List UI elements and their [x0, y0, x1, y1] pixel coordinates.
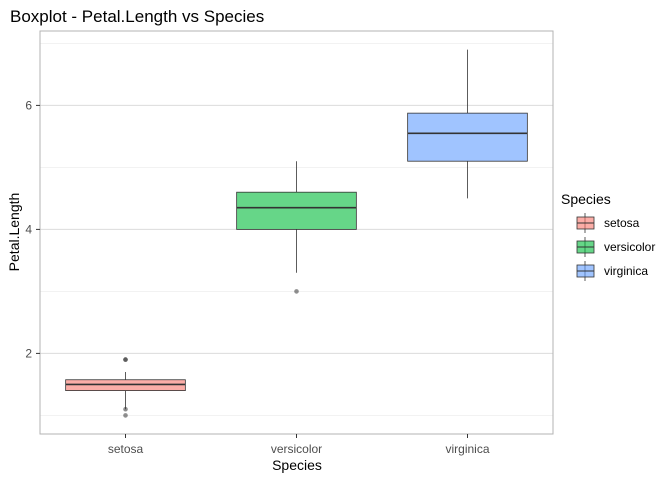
outlier-point	[123, 357, 128, 362]
x-axis-ticks: setosa versicolor virginica	[108, 434, 490, 456]
legend-label: virginica	[604, 264, 648, 278]
box-versicolor	[236, 191, 357, 230]
y-tick-label: 2	[25, 346, 32, 360]
legend-title: Species	[561, 191, 611, 207]
outlier-point	[123, 406, 128, 412]
legend-item-versicolor: versicolor	[576, 237, 655, 257]
plot-boxes	[65, 49, 528, 418]
y-axis-ticks: 2 4 6	[25, 98, 40, 360]
legend-item-setosa: setosa	[576, 213, 640, 233]
y-axis-title: Petal.Length	[6, 193, 22, 272]
legend-label: setosa	[604, 216, 640, 230]
y-tick-label: 6	[25, 98, 32, 112]
x-axis-title: Species	[272, 457, 322, 473]
legend: Species setosa versicolor virginica	[561, 191, 655, 281]
box-group-setosa	[65, 357, 186, 418]
outlier-point	[294, 289, 299, 294]
outlier-point	[123, 413, 128, 418]
box-virginica	[407, 112, 528, 162]
legend-item-virginica: virginica	[576, 261, 648, 281]
chart-title: Boxplot - Petal.Length vs Species	[10, 7, 264, 26]
x-tick-label: versicolor	[271, 442, 322, 456]
x-tick-label: setosa	[108, 442, 144, 456]
box-group-versicolor	[236, 161, 357, 294]
x-tick-label: virginica	[445, 442, 489, 456]
y-tick-label: 4	[25, 222, 32, 236]
legend-label: versicolor	[604, 240, 655, 254]
box-group-virginica	[407, 49, 528, 199]
